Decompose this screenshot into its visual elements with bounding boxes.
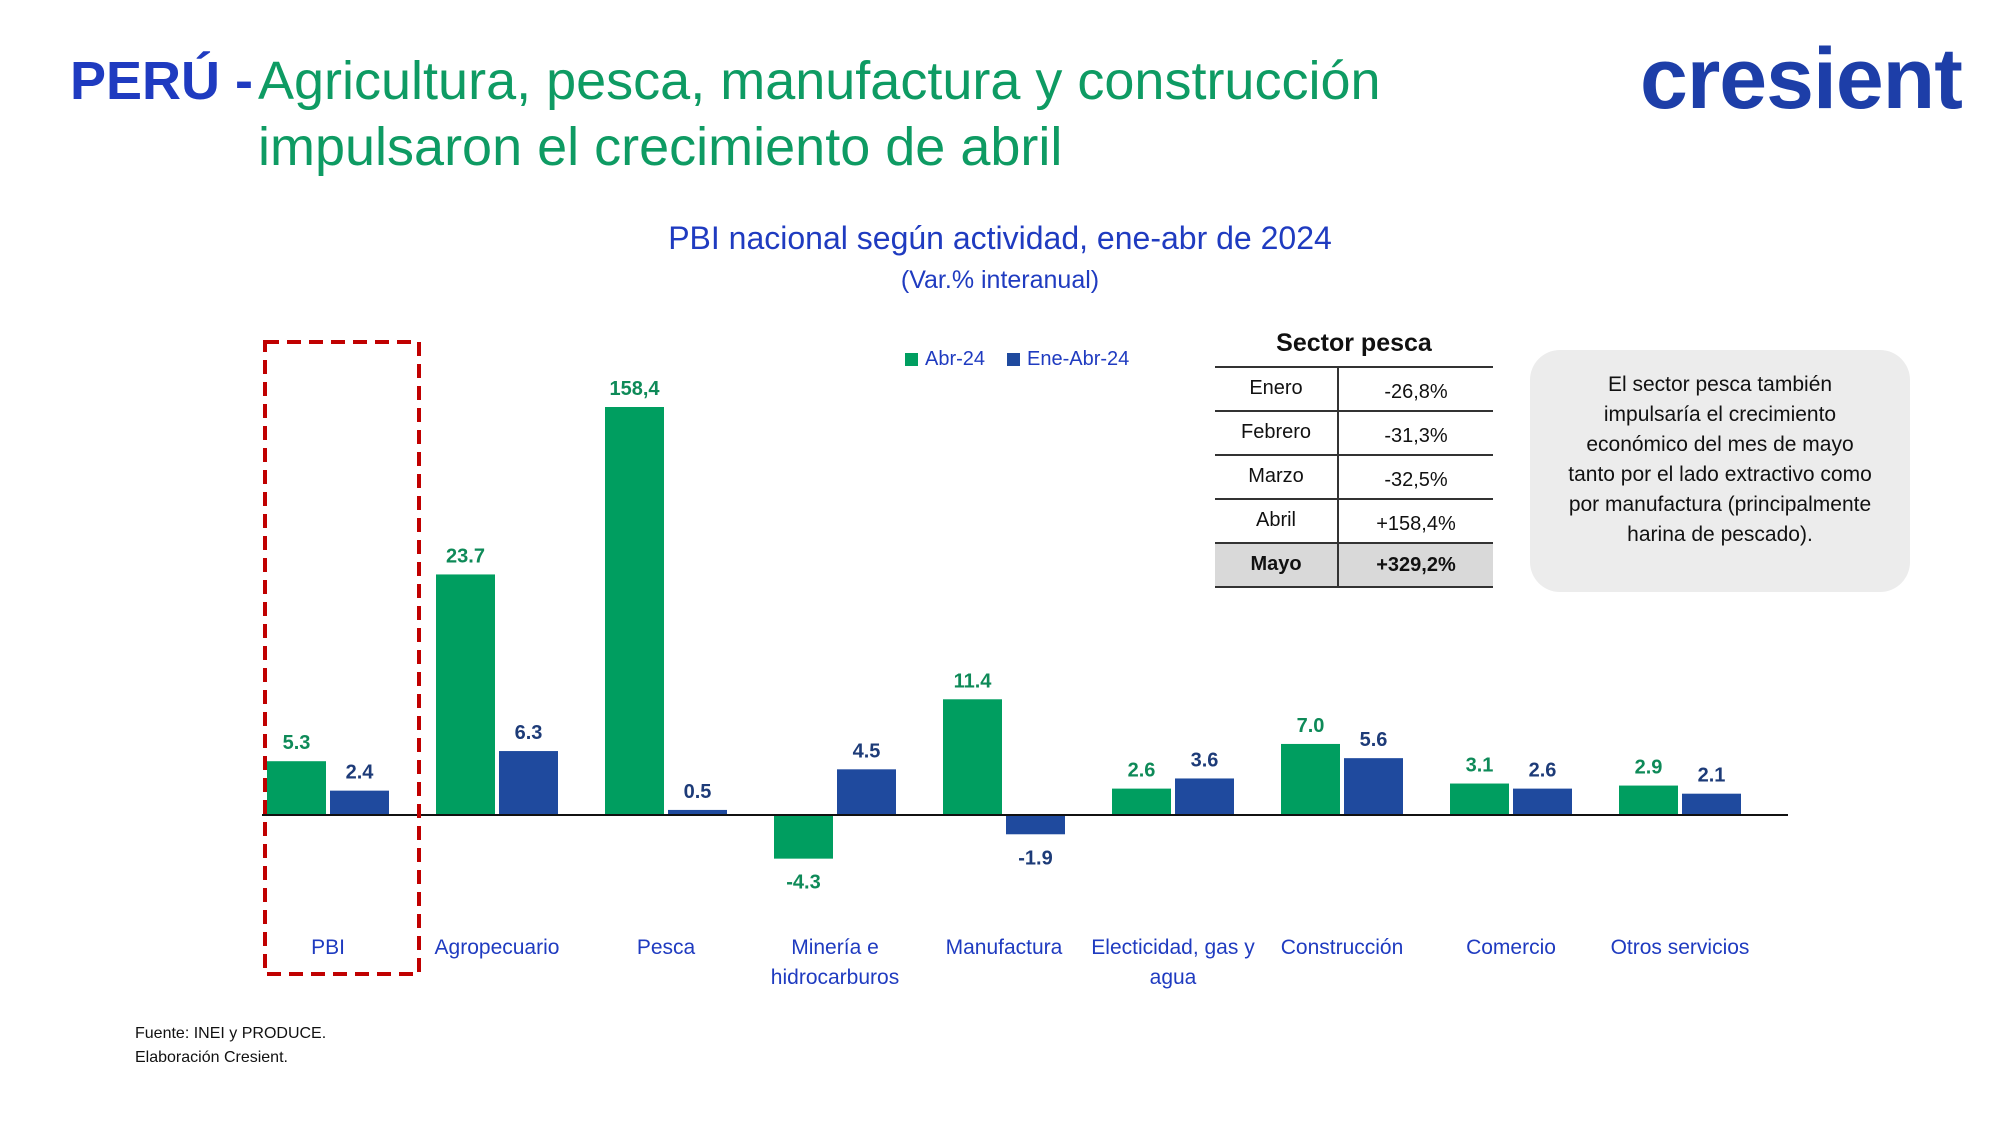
chart-title: PBI nacional según actividad, ene-abr de… [668,220,1332,256]
legend-swatch-green [905,353,918,366]
data-label: 11.4 [954,670,993,692]
legend-label-ene-abr: Ene-Abr-24 [1027,348,1130,370]
category-label: Pesca [637,936,696,959]
note-box: El sector pesca también impulsaría el cr… [1530,350,1910,592]
bar [1450,783,1509,815]
data-label: 5.6 [1360,729,1388,751]
title-country: PERÚ - [70,51,254,111]
bar [943,699,1002,815]
legend-label-abr: Abr-24 [925,348,986,370]
bar [330,790,389,815]
data-label: 2.6 [1128,760,1156,782]
data-label: 2.6 [1529,760,1557,782]
sector-pesca-table: Sector pesca Enero -26,8% Febrero -31,3%… [1215,326,1493,588]
category-label: Otros servicios [1611,936,1750,959]
table-cell-month: Mayo [1215,544,1339,586]
legend-item-abr: Abr-24 [905,348,985,371]
bar [837,769,896,815]
table-row-highlight: Mayo +329,2% [1215,542,1493,588]
data-label: 3.1 [1466,755,1494,777]
bar [267,761,326,815]
bar [1112,788,1171,815]
category-label: PBI [311,936,345,959]
bar [1175,778,1234,815]
table-row: Marzo -32,5% [1215,454,1493,498]
table-title: Sector pesca [1276,329,1432,357]
bar [668,809,727,815]
data-label: 4.5 [853,740,881,762]
bar [1006,815,1065,835]
source-note: Fuente: INEI y PRODUCE. Elaboración Cres… [135,1022,326,1070]
table-cell-value: -31,3% [1384,425,1448,447]
table-cell-month: Febrero [1215,412,1339,454]
table-cell-month: Abril [1215,500,1339,542]
legend-swatch-blue [1007,353,1021,366]
category-label: Minería e [791,936,879,959]
bar [1513,788,1572,815]
data-label: 2.4 [346,762,375,784]
category-label: Construcción [1281,936,1404,959]
table-row: Febrero -31,3% [1215,410,1493,454]
table-cell-value: -32,5% [1384,469,1448,491]
bar [499,751,558,815]
legend-item-ene-abr: Ene-Abr-24 [1007,348,1129,371]
category-label: hidrocarburos [771,966,899,989]
credit-line: Elaboración Cresient. [135,1049,288,1066]
bar [1344,758,1403,815]
data-label: 6.3 [515,722,543,744]
data-label: 158,4 [609,378,660,400]
pbi-highlight-box [263,340,421,976]
bar [436,574,495,815]
cresient-logo: cresient [1640,31,1963,127]
table-row: Abril +158,4% [1215,498,1493,542]
chart-subtitle: (Var.% interanual) [900,266,1100,294]
table-cell-value: +329,2% [1376,554,1456,576]
table-cell-value: -26,8% [1384,381,1448,403]
chart-legend: Abr-24 Ene-Abr-24 [905,348,1129,371]
data-label: 5.3 [283,732,311,754]
bar [774,815,833,859]
bar [1281,743,1340,815]
data-label: 23.7 [446,545,485,567]
source-line: Fuente: INEI y PRODUCE. [135,1025,327,1042]
category-label: agua [1150,966,1197,989]
table-row: Enero -26,8% [1215,366,1493,410]
category-label: Manufactura [946,936,1063,959]
bar [605,407,664,815]
data-label: 0.5 [684,781,712,803]
category-label: Comercio [1466,936,1556,959]
data-label: 3.6 [1191,749,1219,771]
data-label: -4.3 [786,872,820,894]
table-cell-value: +158,4% [1376,513,1456,535]
table-cell-month: Enero [1215,368,1339,410]
category-label: Agropecuario [435,936,560,959]
data-label: -1.9 [1018,847,1052,869]
bar [1619,785,1678,815]
table-cell-month: Marzo [1215,456,1339,498]
data-label: 2.9 [1635,757,1663,779]
category-label: Electicidad, gas y [1091,936,1255,959]
data-label: 7.0 [1297,715,1325,737]
data-label: 2.1 [1698,765,1726,787]
title-text: Agricultura, pesca, manufactura y constr… [258,51,1381,177]
bar [1682,793,1741,815]
